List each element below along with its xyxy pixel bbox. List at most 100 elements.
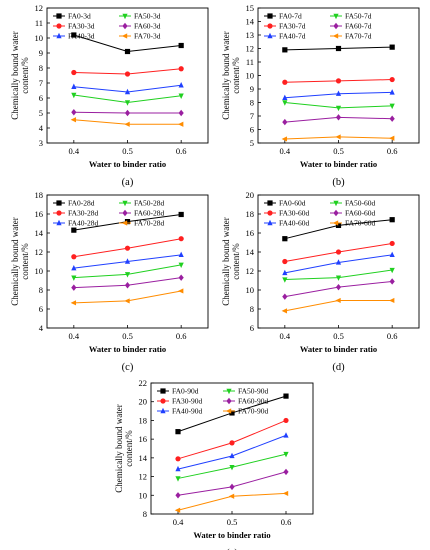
data-point <box>124 282 131 289</box>
legend-marker <box>332 220 339 226</box>
y-tick-label: 15 <box>246 3 255 13</box>
x-tick-label: 0.6 <box>176 331 187 341</box>
legend-label: FA30-3d <box>68 22 95 31</box>
data-point <box>335 114 342 121</box>
legend-marker <box>267 200 273 206</box>
y-tick-label: 13 <box>246 30 255 40</box>
x-tick-label: 0.5 <box>122 146 133 156</box>
y-tick-label: 9 <box>39 48 43 58</box>
y-tick-label: 6 <box>250 125 254 135</box>
y-tick-label: 8 <box>39 285 43 295</box>
y-tick-label: 11 <box>246 57 254 67</box>
y-tick-label: 4 <box>39 323 44 333</box>
legend-marker <box>122 200 128 207</box>
legend-marker <box>121 33 128 39</box>
y-tick-label: 6 <box>39 93 43 103</box>
legend-label: FA30-90d <box>172 397 203 406</box>
legend-label: FA40-90d <box>172 407 203 416</box>
data-point <box>229 440 235 446</box>
data-point <box>281 136 288 142</box>
data-point <box>335 275 342 281</box>
data-point <box>335 283 342 291</box>
y-tick-label: 7 <box>250 111 254 121</box>
data-point <box>335 105 342 112</box>
y-tick-label: 9 <box>250 84 254 94</box>
data-point <box>71 264 77 271</box>
y-axis-label-line: content/% <box>231 57 241 94</box>
data-point <box>71 254 77 260</box>
data-point <box>174 507 181 513</box>
legend-marker <box>56 200 62 206</box>
legend-label: FA30-7d <box>279 22 306 31</box>
legend-label: FA0-7d <box>279 12 302 21</box>
y-tick-label: 18 <box>246 209 255 219</box>
data-point <box>124 219 131 225</box>
x-tick-label: 0.4 <box>280 331 291 341</box>
data-point <box>177 121 184 127</box>
data-point <box>124 71 131 77</box>
y-tick-label: 16 <box>139 434 148 444</box>
data-point <box>283 451 289 458</box>
legend-marker <box>160 407 166 414</box>
data-point <box>389 89 395 95</box>
y-tick-label: 12 <box>139 472 148 482</box>
legend-marker <box>56 23 62 29</box>
x-tick-label: 0.6 <box>281 517 292 527</box>
data-point <box>389 217 395 223</box>
data-point <box>335 90 342 96</box>
y-axis-label-line: Chemically bound water <box>10 31 20 119</box>
y-axis-label-line: content/% <box>231 243 241 280</box>
y-tick-label: 8 <box>250 304 254 314</box>
legend-label: FA50-60d <box>345 199 376 208</box>
data-point <box>175 456 181 462</box>
data-point <box>389 103 395 110</box>
data-point <box>124 88 131 95</box>
y-axis-label-line: Chemically bound water <box>221 31 231 119</box>
y-tick-label: 5 <box>39 108 43 118</box>
data-point <box>282 94 288 100</box>
y-tick-label: 3 <box>39 138 43 148</box>
legend-label: FA40-7d <box>279 32 306 41</box>
y-axis-label: Chemically bound watercontent/% <box>10 217 30 305</box>
data-point <box>389 44 395 50</box>
legend-label: FA0-60d <box>279 199 306 208</box>
data-point <box>282 277 288 283</box>
y-tick-label: 14 <box>246 247 255 257</box>
x-axis-label: Water to binder ratio <box>300 159 377 169</box>
x-axis-label: Water to binder ratio <box>89 344 166 354</box>
legend-label: FA60-3d <box>134 22 161 31</box>
y-tick-label: 12 <box>246 44 255 54</box>
legend-marker <box>56 219 62 226</box>
panel-caption: (c) <box>122 362 134 373</box>
x-tick-label: 0.6 <box>176 146 187 156</box>
legend-label: FA40-60d <box>279 219 310 228</box>
data-point <box>124 258 131 264</box>
legend-marker <box>56 32 62 39</box>
legend-marker <box>267 219 273 226</box>
y-tick-label: 4 <box>39 123 44 133</box>
data-point <box>282 100 288 106</box>
x-tick-label: 0.4 <box>69 331 80 341</box>
data-point <box>177 288 184 294</box>
legend-marker <box>267 210 273 216</box>
legend-marker <box>267 13 273 19</box>
legend-marker <box>333 209 339 217</box>
data-point <box>124 272 131 278</box>
data-point <box>175 429 181 435</box>
chart-panel-e: 8 10 12 14 16 18 20 22 0.4 0.5 0.6 Water to binder … <box>114 378 314 550</box>
legend-label: FA50-28d <box>134 199 165 208</box>
legend-marker <box>122 209 128 217</box>
data-point <box>175 465 181 472</box>
data-point <box>388 297 395 304</box>
legend-marker <box>122 13 128 20</box>
data-point <box>282 490 289 497</box>
y-axis-label-line: Chemically bound water <box>10 217 20 305</box>
legend-marker <box>160 398 166 404</box>
legend-label: FA70-28d <box>134 219 165 228</box>
legend-label: FA70-3d <box>134 32 161 41</box>
y-axis-label-line: Chemically bound water <box>114 404 124 492</box>
y-axis-label-line: Chemically bound water <box>221 217 231 305</box>
legend-marker <box>332 33 339 39</box>
y-axis-label-line: content/% <box>124 430 134 467</box>
legend-label: FA60-90d <box>238 397 269 406</box>
